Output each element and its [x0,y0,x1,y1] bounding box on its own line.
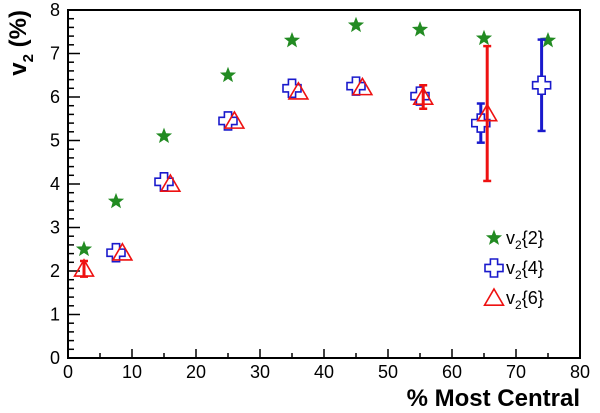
data-point-star [283,31,301,48]
data-point-star [219,66,237,83]
x-tick-label: 10 [122,362,142,382]
x-tick-label: 80 [570,362,590,382]
y-tick-label: 0 [50,348,60,368]
x-tick-label: 0 [63,362,73,382]
data-point-star [107,192,125,209]
y-tick-label: 2 [50,261,60,281]
data-point-triangle [287,81,310,100]
y-tick-label: 1 [50,305,60,325]
data-point-cross [531,75,552,96]
legend: v2{2} v2{4} v2{6} [483,228,544,312]
y-tick-label: 5 [50,131,60,151]
x-tick-label: 50 [378,362,398,382]
axis-tick-labels: 0 10 20 30 40 50 60 70 80 0 1 2 3 4 5 6 7 8 [50,0,590,382]
legend-item: v2{2} [485,228,544,252]
data-point-triangle [476,102,499,122]
data-point-star [347,16,365,33]
data-marks [73,16,557,278]
data-point-triangle [159,173,182,192]
data-point-star [155,127,173,144]
data-point-cross [471,113,491,133]
axis-ticks [67,9,581,359]
data-point-star [75,240,93,257]
data-point-triangle [412,86,435,105]
data-point-triangle [111,242,134,261]
legend-label: v2{4} [506,258,544,282]
data-point-star [539,31,557,48]
y-axis-title: v2 (%) [5,10,37,76]
data-point-cross [218,111,238,131]
y-tick-label: 7 [50,44,60,64]
legend-item: v2{4} [484,258,544,282]
y-axis-title-main: v [5,62,32,76]
data-point-cross [410,86,430,106]
legend-item: v2{6} [483,287,544,312]
x-tick-label: 20 [186,362,206,382]
series-star [75,16,557,257]
y-tick-label: 3 [50,218,60,238]
y-tick-label: 8 [50,0,60,20]
series-triangle [73,44,499,278]
series-cross [106,38,552,263]
x-axis-title: % Most Central [407,385,580,412]
data-point-triangle [223,110,246,129]
data-point-triangle [73,258,95,277]
svg-text:v2 (%): v2 (%) [5,10,37,76]
data-point-star [475,29,493,46]
x-tick-label: 60 [442,362,462,382]
y-axis-title-sub: 2 [20,54,37,62]
legend-label: v2{6} [506,288,544,312]
data-point-star [411,21,429,37]
x-tick-label: 70 [506,362,526,382]
y-axis-title-suffix: (%) [5,10,32,54]
y-tick-label: 6 [50,87,60,107]
data-point-cross [106,242,126,263]
legend-marker-triangle [483,287,505,306]
legend-label: v2{2} [506,228,544,252]
data-point-cross [282,78,302,99]
legend-marker-cross [484,258,504,278]
x-tick-label: 30 [250,362,270,382]
legend-marker-star [485,229,503,245]
y-tick-label: 4 [50,174,60,194]
x-tick-label: 40 [314,362,334,382]
data-point-triangle [351,76,374,96]
